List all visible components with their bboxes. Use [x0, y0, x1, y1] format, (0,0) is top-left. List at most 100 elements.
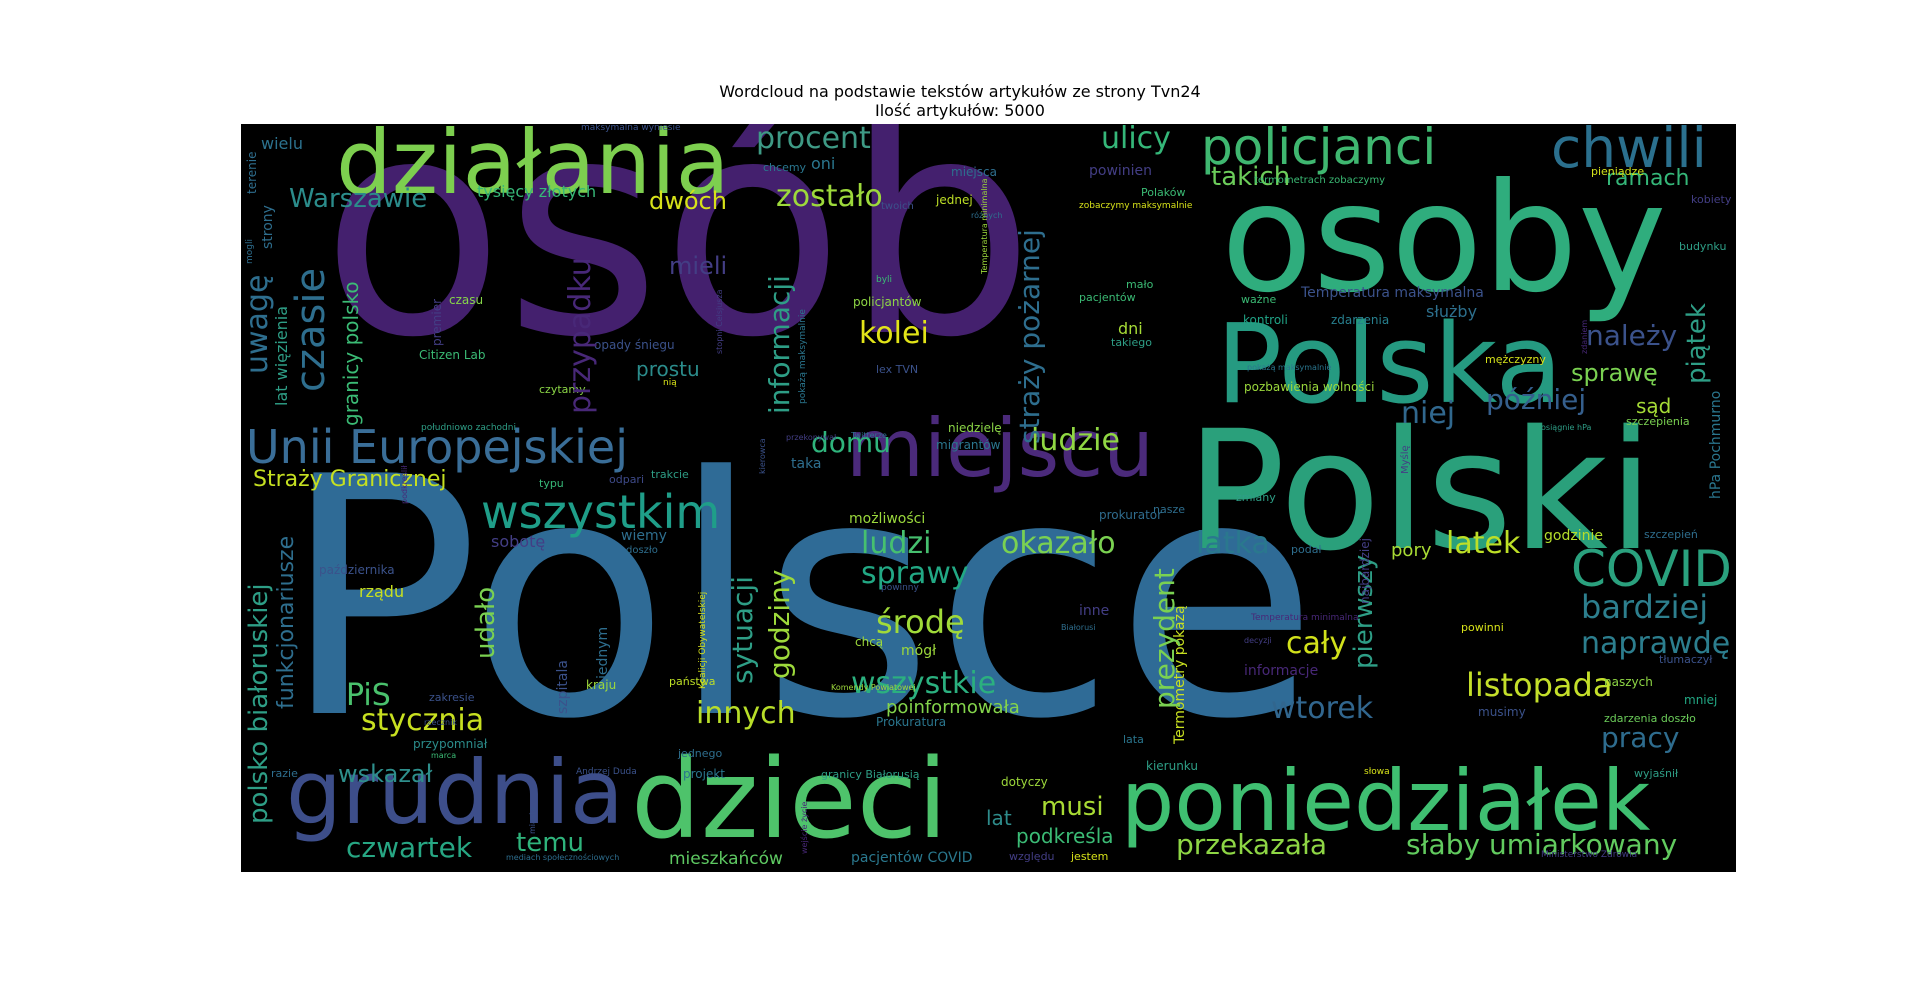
word-lat-wiezienia: lat więzienia	[272, 305, 291, 406]
word-nalezy: należy	[1586, 319, 1678, 352]
word-wielu: wielu	[261, 134, 303, 153]
word-godziny: godziny	[763, 569, 796, 679]
word-przekonywal: przekonywał	[786, 433, 837, 442]
word-grudnia: grudnia	[286, 741, 624, 844]
word-takich: takich	[1211, 162, 1291, 192]
word-informacje: informacje	[1244, 663, 1319, 679]
word-pokaza: pokażą maksymalnie	[1247, 363, 1332, 372]
word-projekt: projekt	[683, 767, 725, 781]
word-niedziele: niedzielę	[948, 421, 1002, 435]
word-powinny: powinni	[1461, 621, 1504, 634]
word-polska: Polska	[1216, 300, 1563, 428]
word-policjanci: policjanci	[1201, 124, 1437, 176]
word-przypomnial: przypomniał	[413, 737, 488, 751]
word-kontroli: kontroli	[1243, 313, 1288, 327]
word-dzialania: działania	[336, 124, 730, 214]
word-doszlo: doszło	[626, 545, 658, 556]
word-jestem: jestem	[1071, 850, 1109, 863]
word-zdaniem: zdaniem	[1580, 319, 1589, 354]
word-decyzji: decyzji	[1244, 636, 1272, 645]
word-srode: środę	[876, 603, 965, 641]
word-slowa: słowa	[1364, 767, 1390, 777]
word-temu: temu	[516, 828, 584, 858]
word-panstwa: państwa	[669, 675, 716, 688]
word-pazdziernika: października	[319, 563, 395, 577]
word-temperatura-maksymalna: Temperatura maksymalna	[1301, 285, 1484, 301]
word-procent: procent	[756, 124, 871, 156]
word-pory: pory	[1391, 540, 1432, 561]
word-musi: musi	[1041, 792, 1104, 822]
word-sobote: sobotę	[491, 532, 546, 551]
word-twitterze: Twitterze	[851, 431, 887, 440]
word-dni: dni	[1118, 319, 1143, 338]
word-poinformowala: poinformowała	[886, 697, 1020, 718]
word-nia: nią	[663, 378, 677, 388]
word-polakow: Polaków	[1141, 186, 1186, 199]
word-dzieci: dzieci	[631, 735, 948, 863]
word-sluzby: służby	[1426, 302, 1478, 321]
word-podkresla: podkreśla	[1016, 824, 1114, 848]
word-typu: typu	[539, 477, 564, 490]
word-podkreslil: podkreślił	[400, 465, 409, 504]
word-miejscu: miejscu	[846, 402, 1154, 495]
word-kobiety: kobiety	[1691, 193, 1732, 206]
word-ministerstwo: Ministerstwo Zdrowia	[1541, 850, 1638, 860]
figure-title: Wordcloud na podstawie tekstów artykułów…	[719, 82, 1201, 101]
word-inne: inne	[1079, 603, 1110, 619]
word-okazalo: okazało	[1001, 526, 1116, 561]
word-sprawe: sprawę	[1571, 359, 1658, 387]
word-marca: marca	[431, 751, 457, 760]
word-lat: lat	[986, 806, 1012, 830]
word-terenie: terenie	[245, 151, 259, 194]
word-chwili: chwili	[1551, 124, 1707, 180]
word-lex-tvn: lex TVN	[876, 363, 919, 376]
word-komendy: Komendy Powiatowej	[831, 683, 916, 692]
word-powinien: powinien	[1089, 163, 1153, 179]
word-mieli: mieli	[669, 252, 728, 280]
word-malo: mało	[1126, 278, 1154, 291]
word-twoich: twoich	[881, 201, 914, 212]
word-szpitala: szpitala	[555, 660, 571, 714]
word-zobaczymy-maksymalnie: zobaczymy maksymalnie	[1079, 201, 1193, 211]
word-termometrach-zobaczymy: termometrach zobaczymy	[1254, 175, 1386, 186]
word-udalo: udało	[471, 586, 501, 659]
word-maksymalna-wyniesie: maksymalna wyniesie	[581, 124, 681, 133]
word-zdarzenia-doszlo: zdarzenia doszło	[1604, 712, 1696, 725]
word-niej: niej	[1401, 396, 1456, 431]
word-mysle: Myślę	[1400, 445, 1411, 474]
word-jednego: jednego	[678, 747, 723, 760]
word-innych: innych	[696, 696, 796, 731]
word-takiego: takiego	[1111, 336, 1152, 349]
word-mozliwosci: możliwości	[849, 511, 926, 527]
word-przekazala: przekazała	[1176, 828, 1328, 861]
word-citizen-lab: Citizen Lab	[419, 348, 486, 362]
word-wszystkim: wszystkim	[481, 485, 721, 539]
word-pacjentow: pacjentów	[1079, 291, 1136, 304]
word-polsce: Polsce	[281, 407, 1319, 791]
word-wazne: ważne	[1241, 293, 1277, 306]
word-ludzie: ludzie	[1031, 423, 1120, 458]
word-prezydent: prezydent	[1148, 568, 1181, 709]
word-godzinie: godzinie	[1544, 528, 1603, 544]
word-jednym: jednym	[595, 626, 611, 679]
word-hpa-pochmurno: hPa Pochmurno	[1708, 390, 1724, 499]
word-nasze: nasze	[1153, 503, 1185, 516]
word-zakresie: zakresie	[429, 691, 475, 704]
word-funkcjonariusze: funkcjonariusze	[274, 535, 299, 709]
word-pracy: pracy	[1601, 721, 1680, 754]
word-naprawde: naprawdę	[1581, 626, 1731, 661]
word-prokurator: prokurator	[1099, 508, 1163, 522]
word-podal: podał	[1291, 543, 1322, 556]
word-czytamy: czytamy	[539, 383, 586, 396]
word-strazy-pozarnej: straży pożarnej	[1013, 229, 1046, 444]
word-kolei: kolei	[859, 316, 929, 351]
word-opady-sniegu: opady śniegu	[594, 338, 675, 352]
word-musimy: musimy	[1478, 705, 1526, 719]
word-granicy-polsko: granicy polsko	[339, 281, 363, 426]
word-zmiany: zmiany	[1236, 491, 1276, 504]
word-strazy-granicznej: Straży Granicznej	[253, 467, 447, 492]
word-unii-europejskiej: Unii Europejskiej	[246, 420, 629, 474]
word-byli: byli	[876, 275, 893, 285]
word-zostalo: zostało	[776, 179, 883, 214]
word-osiagnie-hpa: osiągnie hPa	[1541, 423, 1592, 432]
